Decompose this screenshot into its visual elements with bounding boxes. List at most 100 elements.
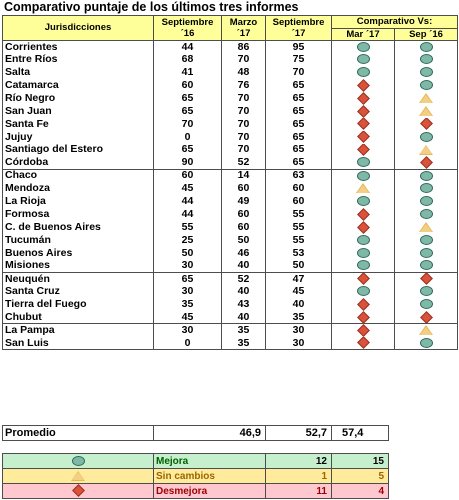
legend-row: Sin cambios 1 5 [2,468,389,484]
indicator-vs-sep16 [394,220,458,234]
jurisdiction-name: Buenos Aires [2,246,154,260]
legend-row: Mejora 12 15 [2,453,389,469]
score-sep17: 65 [265,143,332,157]
mejora-circle-icon [419,286,433,297]
mejora-circle-icon [419,234,433,245]
score-sep17: 95 [265,39,332,54]
score-sep16: 60 [153,79,222,92]
sin-cambios-triangle-icon [356,183,370,194]
score-mar17: 70 [221,143,266,157]
indicator-vs-mar17 [331,143,395,157]
score-mar17: 70 [221,117,266,131]
average-sep17: 57,4 [331,425,390,441]
table-header-row: Jurisdicciones Septiembre ´16 Marzo ´17 Se… [2,15,458,41]
score-sep17: 30 [265,336,332,351]
mejora-circle-icon [419,337,433,348]
score-sep17: 50 [265,259,332,273]
mejora-circle-icon [356,234,370,245]
indicator-vs-sep16 [394,79,458,92]
table-row: San Luis 0 35 30 [2,336,458,351]
legend-count-vs-sep16: 5 [331,468,389,484]
score-sep17: 53 [265,246,332,260]
score-sep17: 65 [265,156,332,170]
legend-count-vs-mar17: 1 [265,468,332,484]
indicator-vs-sep16 [394,272,458,286]
indicator-vs-mar17 [331,336,395,351]
table-row: Río Negro 65 70 65 [2,91,458,105]
score-mar17: 40 [221,311,266,325]
jurisdiction-name: Tucumán [2,233,154,247]
jurisdiction-name: La Pampa [2,323,154,337]
mejora-circle-icon [419,260,433,271]
jurisdiction-name: Santa Fe [2,117,154,131]
indicator-vs-mar17 [331,66,395,80]
desmejora-diamond-icon [419,311,433,323]
mejora-circle-icon [419,209,433,220]
score-sep17: 63 [265,169,332,183]
score-mar17: 60 [221,207,266,221]
score-mar17: 70 [221,104,266,118]
desmejora-diamond-icon [356,324,370,337]
jurisdiction-name: Santa Cruz [2,285,154,299]
score-sep16: 45 [153,311,222,325]
mejora-circle-icon [419,183,433,194]
table-row: Córdoba 90 52 65 [2,156,458,170]
legend-count-vs-sep16: 15 [331,453,389,469]
indicator-vs-sep16 [394,298,458,312]
desmejora-diamond-icon [419,156,433,169]
score-mar17: 76 [221,79,266,92]
indicator-vs-mar17 [331,285,395,299]
score-mar17: 46 [221,246,266,260]
legend-count-vs-sep16: 4 [331,483,389,499]
score-sep16: 50 [153,246,222,260]
jurisdiction-name: Catamarca [2,79,154,92]
indicator-vs-sep16 [394,259,458,273]
desmejora-diamond-icon [419,117,433,131]
table-row: San Juan 65 70 65 [2,104,458,118]
score-sep17: 47 [265,272,332,286]
sin-cambios-triangle-icon [71,470,85,481]
score-mar17: 14 [221,169,266,183]
indicator-vs-mar17 [331,182,395,196]
jurisdiction-name: Formosa [2,207,154,221]
indicator-vs-mar17 [331,246,395,260]
score-sep16: 0 [153,336,222,351]
score-sep16: 65 [153,104,222,118]
legend-count-vs-mar17: 11 [265,483,332,499]
indicator-vs-sep16 [394,143,458,157]
jurisdiction-name: Neuquén [2,272,154,286]
score-sep16: 45 [153,182,222,196]
indicator-vs-mar17 [331,130,395,144]
score-sep17: 70 [265,66,332,80]
mejora-circle-icon [419,67,433,78]
score-sep16: 30 [153,285,222,299]
jurisdiction-name: C. de Buenos Aires [2,220,154,234]
desmejora-diamond-icon [356,143,370,157]
score-mar17: 49 [221,195,266,208]
header-jurisdicciones: Jurisdicciones [2,15,154,41]
score-sep17: 65 [265,104,332,118]
table-row: Entre Ríos 68 70 75 [2,53,458,67]
mejora-circle-icon [356,260,370,271]
score-sep17: 65 [265,79,332,92]
score-sep16: 65 [153,272,222,286]
score-sep17: 60 [265,195,332,208]
desmejora-diamond-icon [356,207,370,221]
header-comparativo: Comparativo Vs: [331,15,458,29]
mejora-circle-icon [419,299,433,310]
jurisdiction-name: Entre Ríos [2,53,154,67]
score-sep16: 44 [153,195,222,208]
score-sep17: 75 [265,53,332,67]
score-sep17: 65 [265,130,332,144]
jurisdiction-name: Río Negro [2,91,154,105]
score-sep16: 30 [153,323,222,337]
indicator-vs-sep16 [394,311,458,325]
jurisdiction-name: Misiones [2,259,154,273]
mejora-circle-icon [356,54,370,65]
table-row: Misiones 30 40 50 [2,259,458,273]
jurisdiction-name: Chubut [2,311,154,325]
table-row: La Rioja 44 49 60 [2,195,458,208]
indicator-vs-sep16 [394,117,458,131]
indicator-vs-mar17 [331,156,395,170]
mejora-circle-icon [419,196,433,207]
